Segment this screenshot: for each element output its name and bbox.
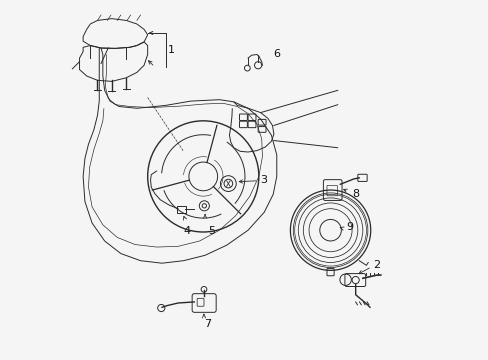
Text: 5: 5 (207, 226, 215, 236)
Text: 1: 1 (167, 45, 174, 55)
Text: 6: 6 (273, 49, 280, 59)
Text: 8: 8 (351, 189, 359, 199)
Text: 4: 4 (183, 226, 190, 236)
Text: 9: 9 (346, 222, 353, 232)
Text: 7: 7 (204, 319, 211, 329)
Text: 2: 2 (372, 260, 379, 270)
Text: 3: 3 (260, 175, 267, 185)
